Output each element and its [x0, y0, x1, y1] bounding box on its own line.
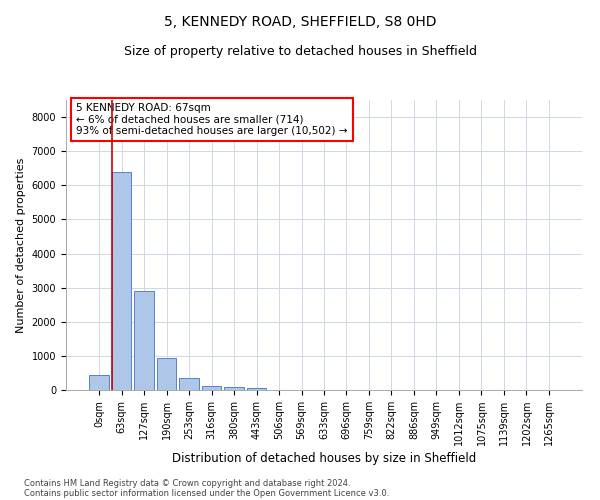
- Bar: [247, 388, 266, 390]
- Bar: [224, 388, 244, 390]
- Bar: [89, 376, 109, 390]
- Text: Size of property relative to detached houses in Sheffield: Size of property relative to detached ho…: [124, 45, 476, 58]
- Bar: [157, 358, 176, 390]
- Bar: [202, 386, 221, 390]
- Bar: [179, 378, 199, 390]
- Text: Contains HM Land Registry data © Crown copyright and database right 2024.: Contains HM Land Registry data © Crown c…: [24, 478, 350, 488]
- Text: 5 KENNEDY ROAD: 67sqm
← 6% of detached houses are smaller (714)
93% of semi-deta: 5 KENNEDY ROAD: 67sqm ← 6% of detached h…: [76, 103, 348, 136]
- Bar: [134, 291, 154, 390]
- Text: 5, KENNEDY ROAD, SHEFFIELD, S8 0HD: 5, KENNEDY ROAD, SHEFFIELD, S8 0HD: [164, 15, 436, 29]
- Y-axis label: Number of detached properties: Number of detached properties: [16, 158, 26, 332]
- X-axis label: Distribution of detached houses by size in Sheffield: Distribution of detached houses by size …: [172, 452, 476, 465]
- Bar: [112, 172, 131, 390]
- Text: Contains public sector information licensed under the Open Government Licence v3: Contains public sector information licen…: [24, 488, 389, 498]
